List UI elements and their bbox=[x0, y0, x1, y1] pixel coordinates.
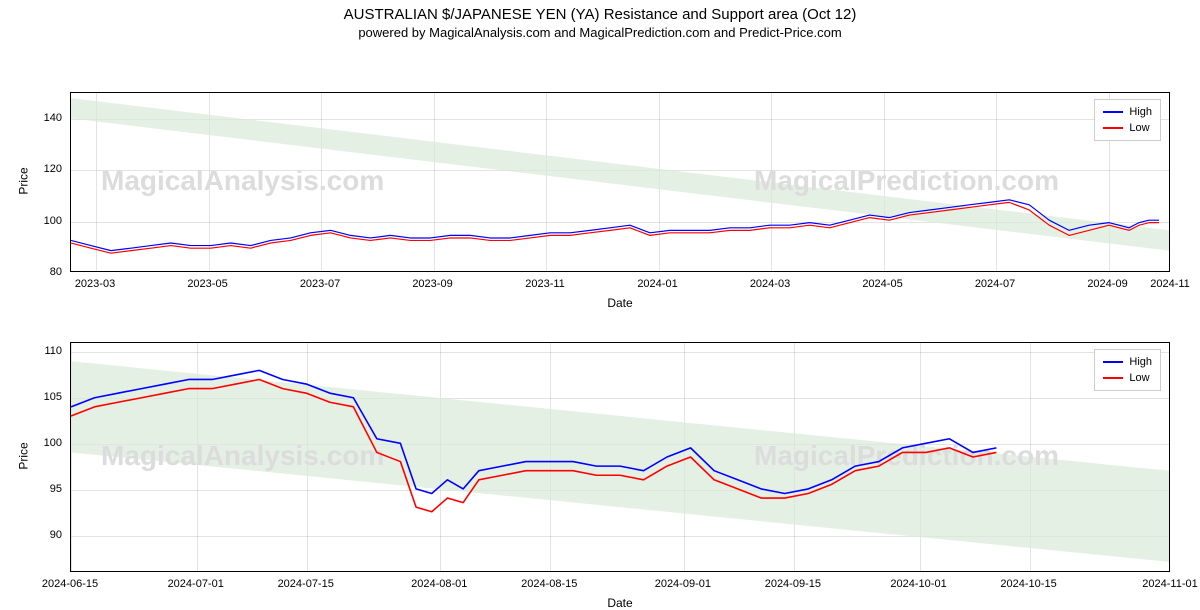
chart-container: AUSTRALIAN $/JAPANESE YEN (YA) Resistanc… bbox=[0, 0, 1200, 600]
y-tick-label: 90 bbox=[22, 529, 62, 541]
bottom-lines bbox=[71, 343, 1169, 571]
top-lines bbox=[71, 93, 1169, 271]
x-tick-label: 2023-03 bbox=[75, 278, 115, 290]
y-tick-label: 100 bbox=[22, 215, 62, 227]
top-y-label: Price bbox=[17, 167, 31, 194]
x-tick-label: 2023-09 bbox=[412, 278, 452, 290]
legend-swatch bbox=[1103, 377, 1123, 379]
legend-label: High bbox=[1129, 104, 1152, 120]
x-tick-label: 2024-08-01 bbox=[411, 578, 467, 590]
bottom-plot-area: MagicalAnalysis.com MagicalPrediction.co… bbox=[70, 342, 1170, 572]
legend-swatch bbox=[1103, 127, 1123, 129]
x-tick-label: 2023-07 bbox=[300, 278, 340, 290]
x-tick-label: 2023-05 bbox=[187, 278, 227, 290]
x-tick-label: 2024-09 bbox=[1087, 278, 1127, 290]
legend-item: Low bbox=[1103, 120, 1152, 136]
legend-swatch bbox=[1103, 111, 1123, 113]
x-tick-label: 2024-07-01 bbox=[168, 578, 224, 590]
legend-swatch bbox=[1103, 361, 1123, 363]
x-tick-label: 2024-10-15 bbox=[1000, 578, 1056, 590]
legend-label: Low bbox=[1129, 120, 1149, 136]
x-tick-label: 2024-07-15 bbox=[278, 578, 334, 590]
legend-item: High bbox=[1103, 104, 1152, 120]
bottom-y-label: Price bbox=[17, 442, 31, 469]
x-tick-label: 2024-06-15 bbox=[42, 578, 98, 590]
x-tick-label: 2024-07 bbox=[975, 278, 1015, 290]
bottom-x-label: Date bbox=[607, 596, 632, 610]
chart-title: AUSTRALIAN $/JAPANESE YEN (YA) Resistanc… bbox=[0, 0, 1200, 23]
x-tick-label: 2024-05 bbox=[862, 278, 902, 290]
legend-item: Low bbox=[1103, 370, 1152, 386]
x-tick-label: 2024-01 bbox=[637, 278, 677, 290]
y-tick-label: 105 bbox=[22, 391, 62, 403]
x-tick-label: 2024-03 bbox=[750, 278, 790, 290]
x-tick-label: 2024-11-01 bbox=[1142, 578, 1197, 590]
x-tick-label: 2024-08-15 bbox=[521, 578, 577, 590]
legend-label: Low bbox=[1129, 370, 1149, 386]
top-x-label: Date bbox=[607, 296, 632, 310]
y-tick-label: 140 bbox=[22, 112, 62, 124]
chart-subtitle: powered by MagicalAnalysis.com and Magic… bbox=[0, 23, 1200, 42]
legend-item: High bbox=[1103, 354, 1152, 370]
x-tick-label: 2024-11 bbox=[1150, 278, 1190, 290]
top-legend: HighLow bbox=[1094, 99, 1161, 141]
x-tick-label: 2024-09-15 bbox=[765, 578, 821, 590]
top-plot-area: MagicalAnalysis.com MagicalPrediction.co… bbox=[70, 92, 1170, 272]
y-tick-label: 110 bbox=[22, 345, 62, 357]
x-tick-label: 2024-10-01 bbox=[890, 578, 946, 590]
x-tick-label: 2024-09-01 bbox=[655, 578, 711, 590]
y-tick-label: 95 bbox=[22, 483, 62, 495]
y-tick-label: 80 bbox=[22, 266, 62, 278]
legend-label: High bbox=[1129, 354, 1152, 370]
bottom-legend: HighLow bbox=[1094, 349, 1161, 391]
x-tick-label: 2023-11 bbox=[525, 278, 565, 290]
